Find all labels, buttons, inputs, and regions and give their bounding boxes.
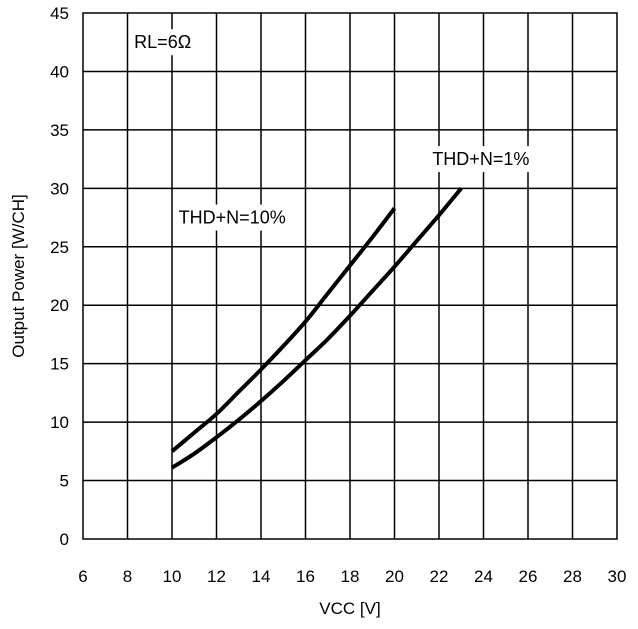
series-line-thd-10pct xyxy=(170,206,397,453)
x-tick-label: 18 xyxy=(341,567,360,586)
y-tick-label: 20 xyxy=(50,296,69,315)
x-tick-label: 22 xyxy=(430,567,449,586)
x-tick-label: 16 xyxy=(296,567,315,586)
x-tick-label: 20 xyxy=(385,567,404,586)
y-tick-label: 5 xyxy=(60,472,69,491)
annotation-background xyxy=(427,146,535,173)
x-tick-label: 10 xyxy=(163,567,182,586)
load-annotation: RL=6Ω xyxy=(134,32,191,52)
annotation-background xyxy=(173,204,291,231)
tick-labels: 6 8 10 12 14 16 18 20 22 24 26 28 30 0 5 10 15 20 25 30 35 40… xyxy=(50,4,626,586)
y-tick-label: 45 xyxy=(50,4,69,23)
x-tick-label: 28 xyxy=(563,567,582,586)
x-tick-label: 8 xyxy=(123,567,132,586)
x-tick-label: 26 xyxy=(519,567,538,586)
x-tick-label: 6 xyxy=(78,567,87,586)
y-axis-label: Output Power [W/CH] xyxy=(9,194,28,357)
y-tick-label: 40 xyxy=(50,62,69,81)
annotations: RL=6Ω THD+N=10% THD+N=1% xyxy=(129,29,535,231)
x-tick-label: 30 xyxy=(608,567,627,586)
y-tick-label: 25 xyxy=(50,238,69,257)
x-tick-label: 12 xyxy=(207,567,226,586)
thd-1pct-annotation: THD+N=1% xyxy=(432,149,529,169)
y-tick-label: 10 xyxy=(50,413,69,432)
x-tick-label: 14 xyxy=(252,567,271,586)
x-axis-label: VCC [V] xyxy=(319,599,380,618)
y-tick-label: 0 xyxy=(60,530,69,549)
y-tick-label: 30 xyxy=(50,179,69,198)
series-line-thd-1pct xyxy=(170,187,463,470)
y-tick-label: 35 xyxy=(50,121,69,140)
annotation-background xyxy=(129,29,197,56)
thd-10pct-annotation: THD+N=10% xyxy=(179,208,286,228)
x-tick-label: 24 xyxy=(474,567,493,586)
data-curves xyxy=(170,187,463,470)
y-tick-label: 15 xyxy=(50,355,69,374)
plot-frame xyxy=(82,12,618,540)
grid-lines xyxy=(83,13,617,539)
